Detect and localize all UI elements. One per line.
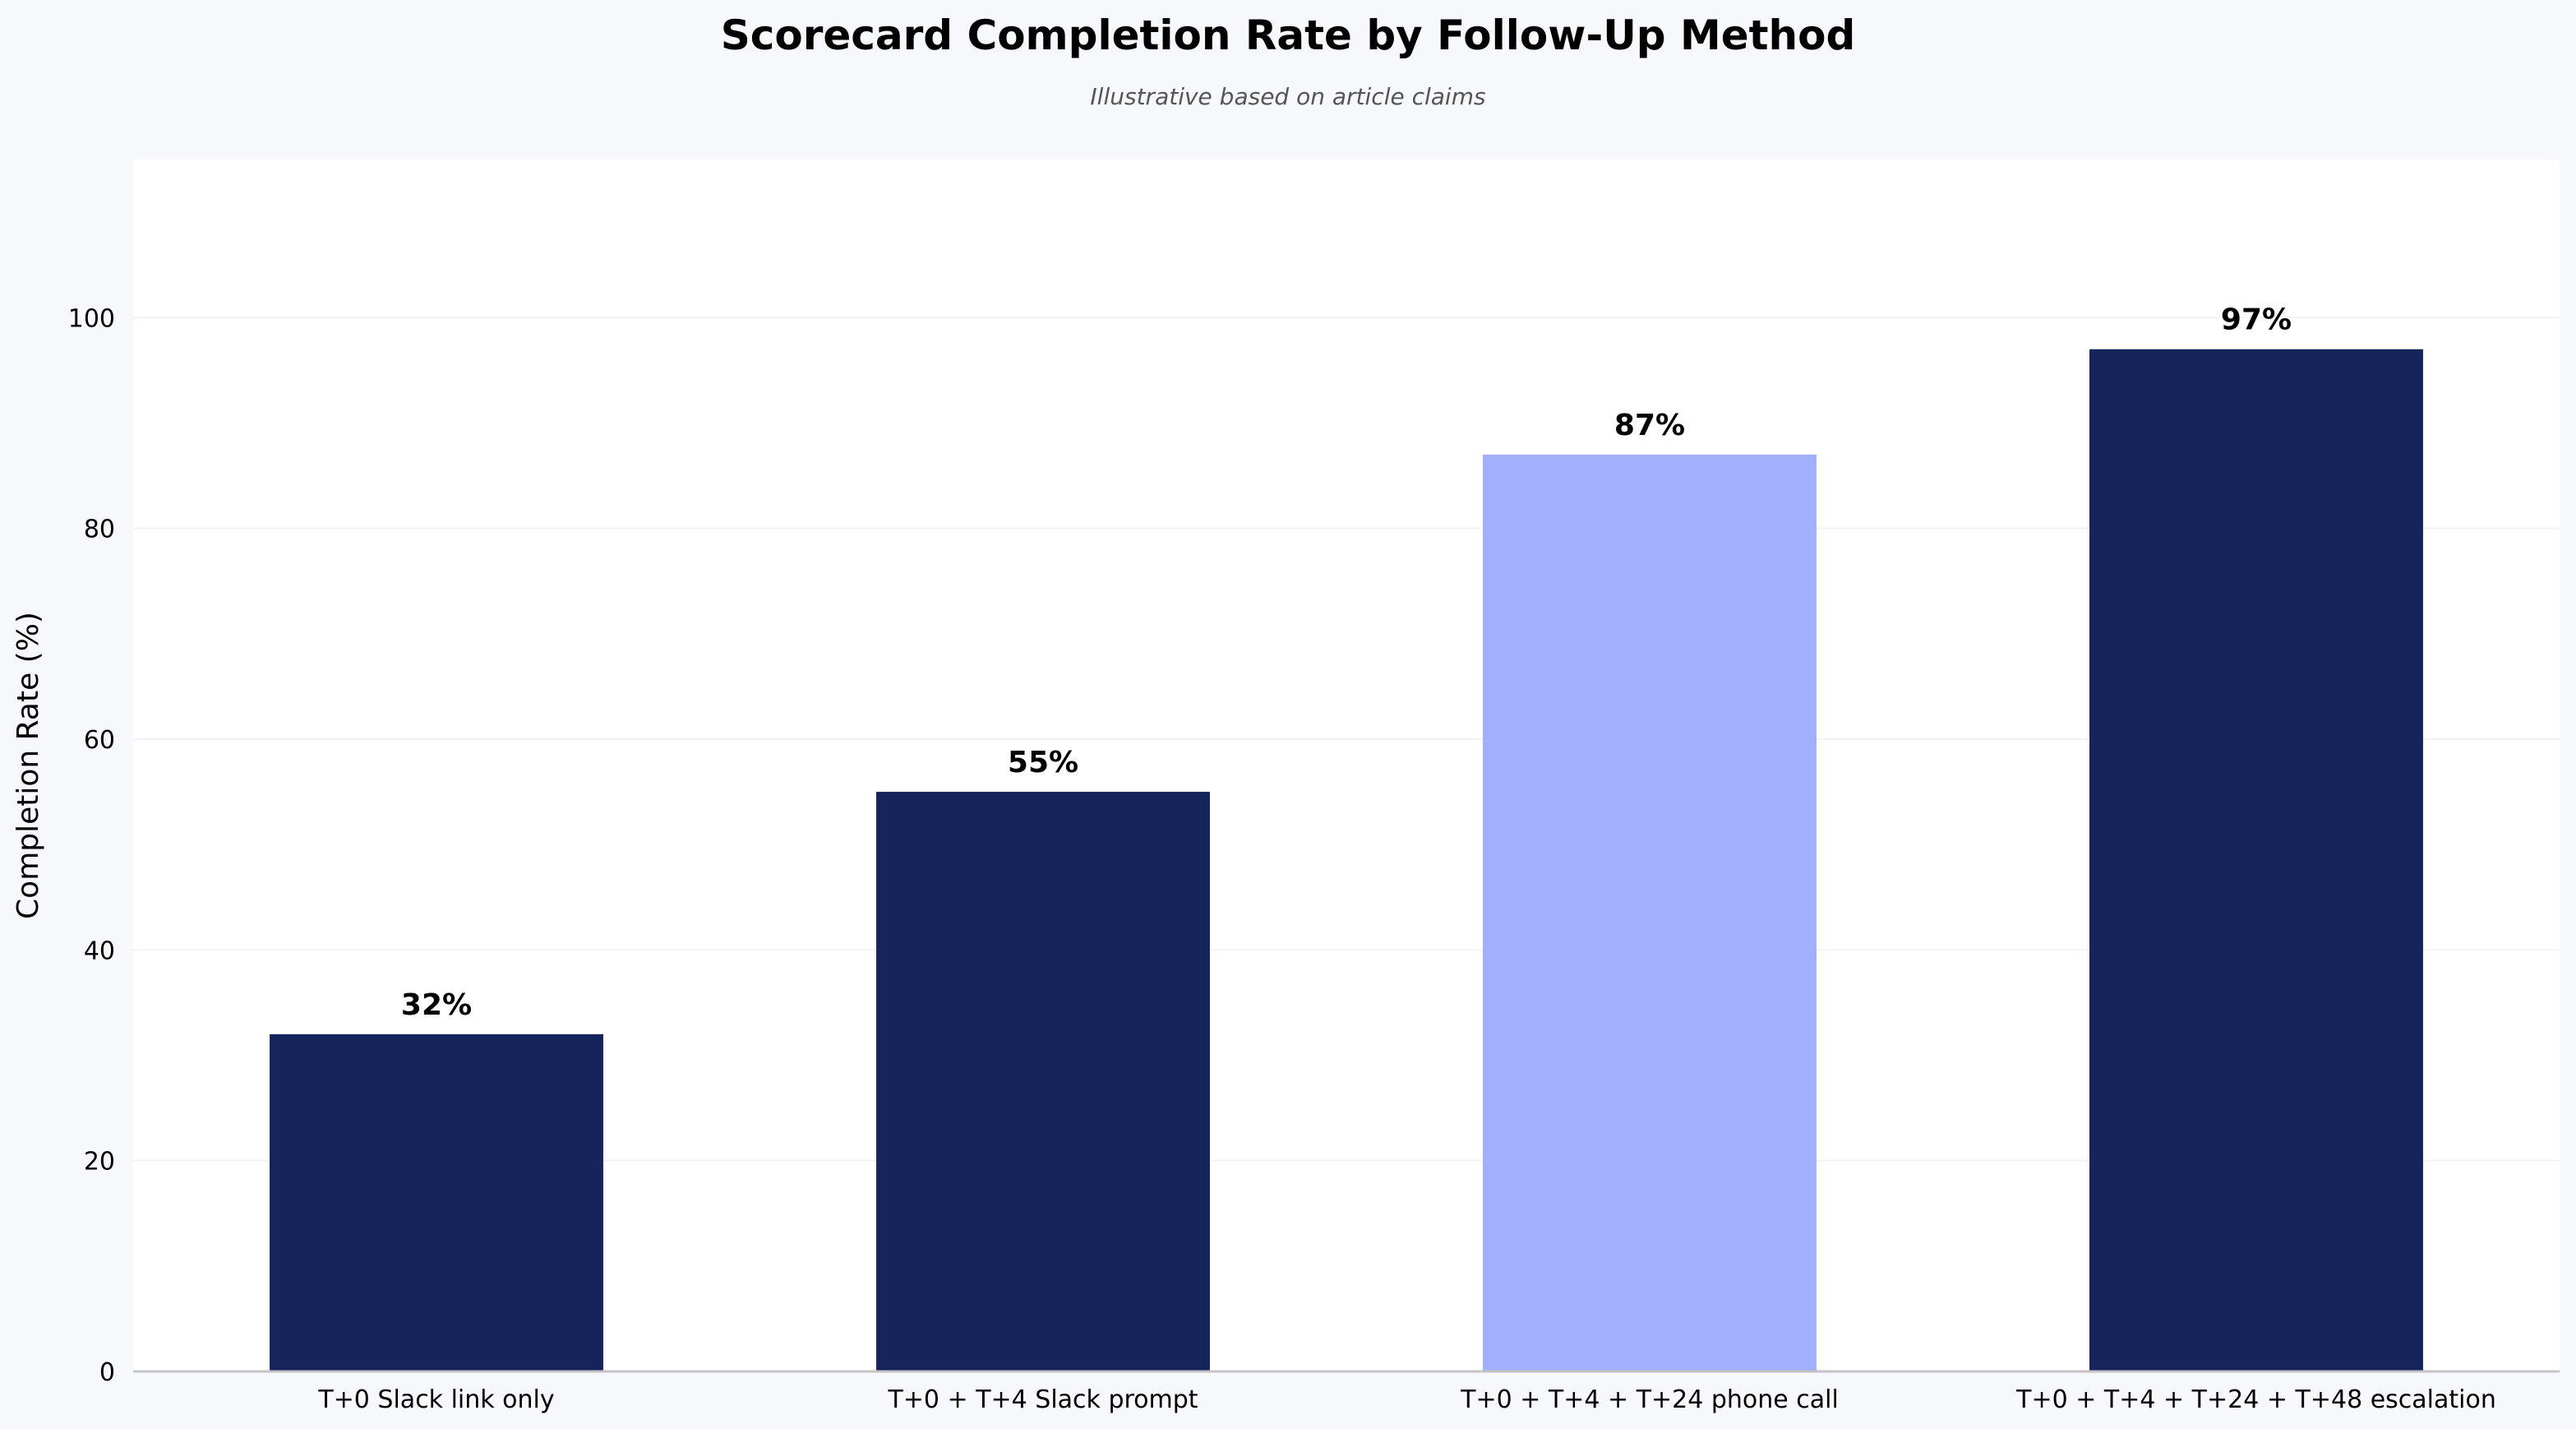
x-tick-label: T+0 + T+4 + T+24 phone call (1460, 1385, 1839, 1414)
chart-subtitle: Illustrative based on article claims (1090, 83, 1486, 110)
y-tick-label: 100 (68, 304, 115, 333)
x-tick-labels: T+0 Slack link only T+0 + T+4 Slack promp… (317, 1385, 2496, 1414)
y-tick-label: 60 (84, 726, 115, 755)
bar (876, 792, 1210, 1371)
bar (1483, 454, 1817, 1371)
y-axis-title: Completion Rate (%) (12, 612, 45, 919)
chart-title: Scorecard Completion Rate by Follow-Up M… (720, 12, 1856, 59)
y-tick-label: 20 (84, 1148, 115, 1177)
bars (270, 349, 2423, 1372)
y-tick-label: 40 (84, 936, 115, 965)
y-tick-label: 80 (84, 516, 115, 544)
data-label: 97% (2221, 303, 2292, 337)
bar (2089, 349, 2423, 1372)
data-label: 87% (1614, 409, 1685, 442)
x-tick-label: T+0 Slack link only (317, 1385, 554, 1414)
y-tick-labels: 0 20 40 60 80 100 (68, 304, 115, 1387)
x-tick-label: T+0 + T+4 + T+24 + T+48 escalation (2015, 1385, 2496, 1414)
data-label: 55% (1008, 746, 1078, 779)
data-labels: 32% 55% 87% 97% (401, 303, 2292, 1022)
x-tick-label: T+0 + T+4 Slack prompt (887, 1385, 1198, 1414)
bar (270, 1034, 603, 1371)
data-label: 32% (401, 988, 472, 1022)
y-tick-label: 0 (99, 1358, 115, 1387)
